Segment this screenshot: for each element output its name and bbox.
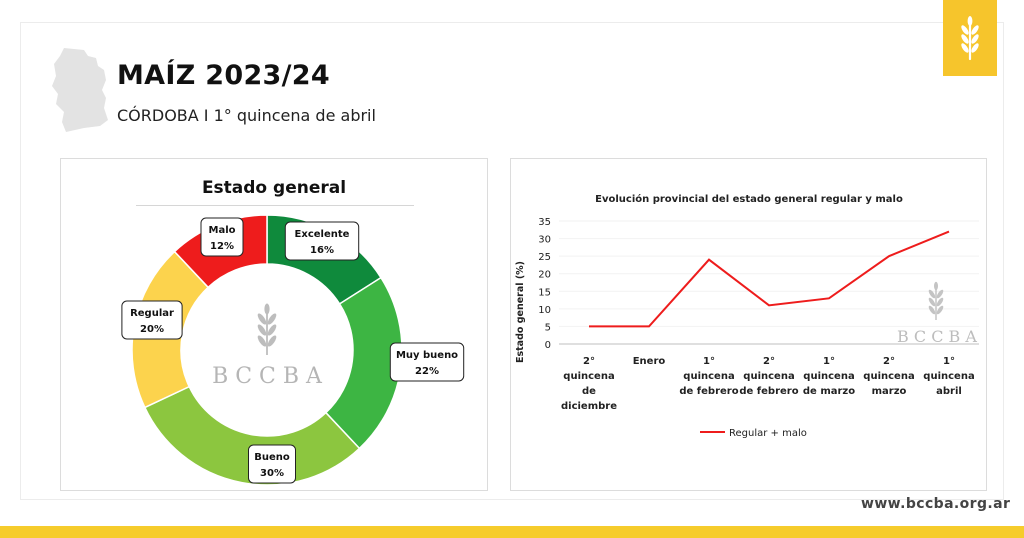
data-label-value: 30% <box>260 468 284 479</box>
y-tick-label: 0 <box>545 340 551 351</box>
y-tick-label: 35 <box>538 217 551 228</box>
data-label-name: Excelente <box>295 229 350 240</box>
data-label-name: Bueno <box>254 452 290 463</box>
y-tick-label: 5 <box>545 322 551 333</box>
watermark-text: B C C B A <box>897 327 977 346</box>
bccba-watermark: B C C B A <box>897 281 977 346</box>
data-label-value: 12% <box>210 241 234 252</box>
data-label-value: 20% <box>140 324 164 335</box>
x-tick-label: 2° quincena de diciembre <box>561 356 617 412</box>
svg-text:1°: 1° <box>823 356 835 367</box>
x-tick-label: 1° quincena abril <box>923 356 974 397</box>
page-subtitle: CÓRDOBA I 1° quincena de abril <box>117 106 376 125</box>
x-tick-label: 1° quincena de marzo <box>803 356 855 397</box>
page-title: MAÍZ 2023/24 <box>117 60 330 91</box>
legend-label: Regular + malo <box>729 428 807 439</box>
y-tick-label: 25 <box>538 252 551 263</box>
series-line-regular-malo <box>589 230 950 328</box>
x-tick-label: 2° quincena de febrero <box>739 356 798 397</box>
wheat-icon <box>257 303 277 355</box>
content-frame <box>20 22 1004 500</box>
y-tick-label: 10 <box>538 305 551 316</box>
svg-text:2°: 2° <box>763 356 775 367</box>
bccba-watermark: B C C B A <box>212 303 323 389</box>
donut-chart-panel: Estado general B C C B A Excelente 16% Muy… <box>60 158 488 491</box>
svg-text:Enero: Enero <box>633 356 666 367</box>
data-label-name: Malo <box>209 225 236 236</box>
svg-text:marzo: marzo <box>872 386 907 397</box>
donut-chart: B C C B A Excelente 16% Muy bueno 22% Bueno 3… <box>121 214 465 486</box>
wheat-icon <box>961 16 979 61</box>
data-label-regular: Regular 20% <box>121 300 183 340</box>
svg-text:abril: abril <box>936 386 962 397</box>
svg-text:quincena: quincena <box>803 371 854 382</box>
line-chart-panel: Evolución provincial del estado general … <box>510 158 987 491</box>
svg-text:de febrero: de febrero <box>739 386 798 397</box>
svg-text:2°: 2° <box>883 356 895 367</box>
logo-badge[interactable] <box>943 0 997 76</box>
line-chart-title: Evolución provincial del estado general … <box>595 193 903 205</box>
y-axis-label: Estado general (%) <box>515 261 526 363</box>
svg-text:quincena: quincena <box>743 371 794 382</box>
svg-text:de febrero: de febrero <box>679 386 738 397</box>
y-tick-label: 20 <box>538 270 551 281</box>
data-label-value: 16% <box>310 245 334 256</box>
watermark-text: B C C B A <box>212 364 323 389</box>
bottom-accent-bar <box>0 526 1024 538</box>
x-tick-label: Enero <box>633 356 666 367</box>
data-label-value: 22% <box>415 366 439 377</box>
svg-text:quincena: quincena <box>563 371 614 382</box>
svg-text:de marzo: de marzo <box>803 386 855 397</box>
website-link[interactable]: www.bccba.org.ar <box>861 496 1011 512</box>
svg-text:quincena: quincena <box>683 371 734 382</box>
svg-text:diciembre: diciembre <box>561 401 617 412</box>
y-tick-label: 30 <box>538 235 551 246</box>
data-label-name: Regular <box>130 308 174 319</box>
x-tick-label: 1° quincena de febrero <box>679 356 738 397</box>
data-label-malo: Malo 12% <box>200 217 244 257</box>
svg-text:1°: 1° <box>703 356 715 367</box>
title-divider <box>136 205 414 206</box>
cordoba-map-icon <box>52 48 108 132</box>
svg-text:de: de <box>582 386 596 397</box>
data-label-muy-bueno: Muy bueno 22% <box>389 342 465 382</box>
data-label-bueno: Bueno 30% <box>248 444 296 484</box>
data-label-excelente: Excelente 16% <box>284 221 360 261</box>
svg-text:2°: 2° <box>583 356 595 367</box>
line-chart: Evolución provincial del estado general … <box>515 193 979 439</box>
wheat-icon <box>928 281 944 320</box>
y-tick-label: 15 <box>538 287 551 298</box>
legend: Regular + malo <box>700 428 807 439</box>
data-label-name: Muy bueno <box>396 350 458 361</box>
donut-chart-title: Estado general <box>201 178 347 198</box>
x-tick-label: 2° quincena marzo <box>863 356 914 397</box>
svg-text:quincena: quincena <box>923 371 974 382</box>
svg-text:quincena: quincena <box>863 371 914 382</box>
svg-text:1°: 1° <box>943 356 955 367</box>
